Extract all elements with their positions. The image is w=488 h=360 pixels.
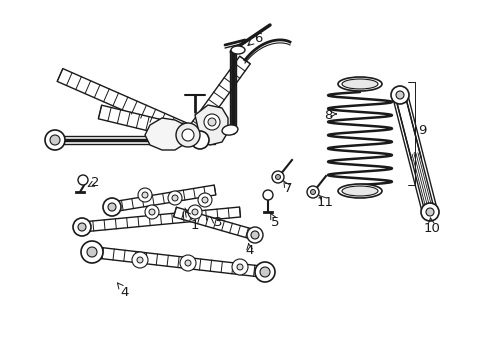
Text: 11: 11 — [316, 195, 333, 208]
Ellipse shape — [337, 77, 381, 91]
Text: 7: 7 — [283, 181, 292, 194]
Circle shape — [395, 91, 403, 99]
Circle shape — [198, 193, 212, 207]
Circle shape — [420, 203, 438, 221]
Ellipse shape — [222, 125, 238, 135]
Polygon shape — [57, 69, 192, 138]
Circle shape — [425, 208, 433, 216]
Polygon shape — [173, 207, 256, 240]
Text: 6: 6 — [253, 32, 262, 45]
Circle shape — [260, 267, 269, 277]
Circle shape — [187, 205, 202, 219]
Circle shape — [180, 255, 196, 271]
Text: 1: 1 — [190, 219, 199, 231]
Circle shape — [202, 197, 207, 203]
Circle shape — [184, 260, 191, 266]
Circle shape — [149, 209, 155, 215]
Circle shape — [132, 252, 148, 268]
Circle shape — [138, 188, 152, 202]
Circle shape — [78, 223, 86, 231]
Circle shape — [103, 198, 121, 216]
Circle shape — [191, 131, 208, 149]
Ellipse shape — [341, 186, 377, 196]
Ellipse shape — [230, 46, 244, 54]
Circle shape — [203, 114, 220, 130]
Text: 4: 4 — [121, 285, 129, 298]
Circle shape — [271, 171, 284, 183]
Circle shape — [50, 135, 60, 145]
Circle shape — [81, 241, 103, 263]
Circle shape — [275, 175, 280, 180]
Circle shape — [250, 231, 259, 239]
Polygon shape — [81, 207, 240, 232]
Circle shape — [73, 218, 91, 236]
Circle shape — [45, 130, 65, 150]
Polygon shape — [187, 56, 250, 136]
Circle shape — [145, 205, 159, 219]
Circle shape — [263, 190, 272, 200]
Polygon shape — [145, 118, 187, 150]
Text: 5: 5 — [270, 216, 279, 229]
Circle shape — [182, 129, 194, 141]
Circle shape — [254, 262, 274, 282]
Text: 10: 10 — [423, 221, 440, 234]
Polygon shape — [111, 185, 215, 212]
Circle shape — [231, 259, 247, 275]
Circle shape — [176, 123, 200, 147]
Circle shape — [168, 191, 182, 205]
Circle shape — [237, 264, 243, 270]
Circle shape — [390, 86, 408, 104]
Polygon shape — [91, 247, 265, 278]
Ellipse shape — [337, 184, 381, 198]
Circle shape — [137, 257, 142, 263]
Circle shape — [246, 227, 263, 243]
Circle shape — [87, 247, 97, 257]
Circle shape — [142, 192, 148, 198]
Circle shape — [310, 189, 315, 194]
Circle shape — [172, 195, 178, 201]
Text: 3: 3 — [213, 216, 222, 229]
Circle shape — [306, 186, 318, 198]
Circle shape — [192, 209, 198, 215]
Text: 9: 9 — [417, 123, 426, 136]
Text: 4: 4 — [245, 243, 254, 256]
Circle shape — [108, 203, 116, 211]
Polygon shape — [98, 105, 196, 142]
Circle shape — [207, 118, 216, 126]
Ellipse shape — [341, 79, 377, 89]
Circle shape — [78, 175, 88, 185]
Polygon shape — [195, 105, 227, 145]
Text: 8: 8 — [323, 108, 331, 122]
Text: 2: 2 — [91, 176, 99, 189]
